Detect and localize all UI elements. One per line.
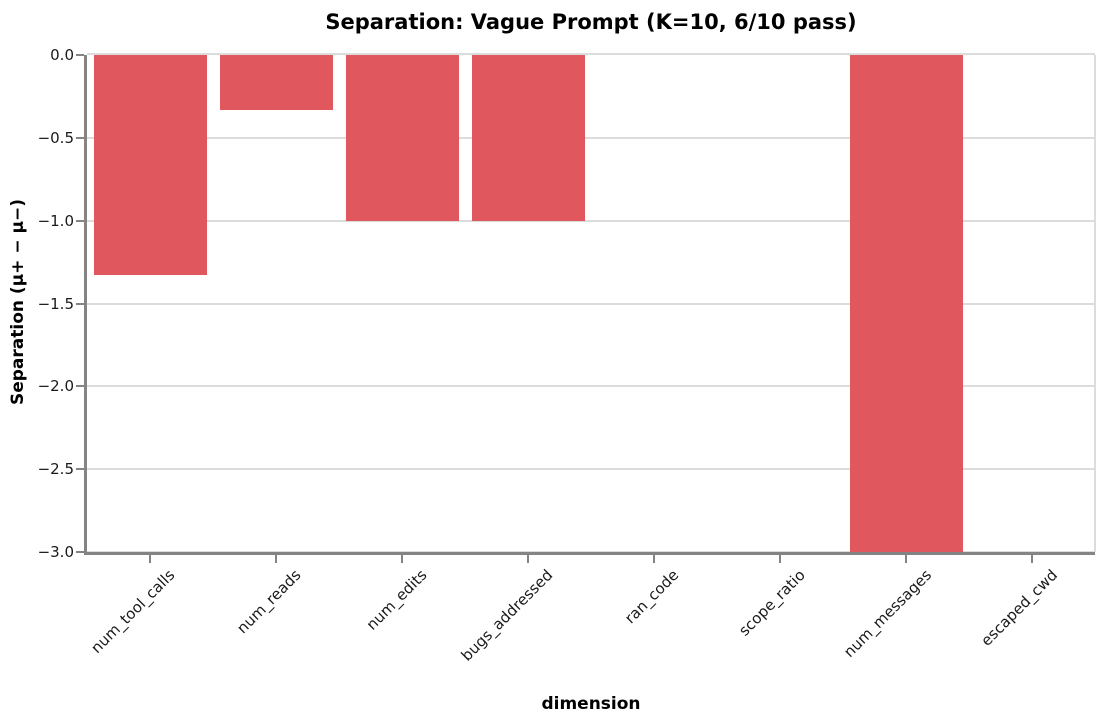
gridline	[87, 385, 1095, 388]
x-tick-label-num_reads: num_reads	[233, 566, 305, 638]
bar-num_messages	[850, 55, 963, 552]
x-tick-label-bugs_addressed: bugs_addressed	[458, 566, 557, 665]
x-tick-label-escaped_cwd: escaped_cwd	[977, 566, 1061, 650]
bar-num_edits	[346, 55, 459, 221]
y-tick-label: −1.0	[37, 211, 74, 230]
x-tick-label-scope_ratio: scope_ratio	[735, 566, 809, 640]
y-tick-mark	[76, 302, 84, 305]
bottom-spine	[84, 552, 1095, 555]
y-tick-label: −0.5	[37, 128, 74, 147]
bar-num_tool_calls	[94, 55, 207, 276]
y-tick-mark	[76, 468, 84, 471]
x-tick-mark	[401, 555, 403, 563]
y-tick-label: −3.0	[37, 543, 74, 561]
left-spine	[84, 55, 87, 552]
y-tick-label: 0.0	[50, 46, 74, 64]
x-tick-label-num_tool_calls: num_tool_calls	[87, 566, 179, 657]
y-tick-label: −1.5	[37, 294, 74, 313]
x-tick-mark	[905, 555, 907, 563]
gridline	[87, 302, 1095, 305]
gridline	[87, 219, 1095, 222]
x-tick-label-ran_code: ran_code	[621, 566, 683, 628]
x-tick-label-num_edits: num_edits	[363, 566, 431, 634]
x-tick-mark	[527, 555, 529, 563]
y-tick-mark	[76, 136, 84, 139]
gridline	[87, 468, 1095, 471]
gridline	[87, 136, 1095, 139]
bar-bugs_addressed	[472, 55, 585, 221]
x-tick-mark	[1031, 555, 1033, 563]
y-tick-mark	[76, 551, 84, 553]
x-tick-mark	[149, 555, 151, 563]
x-tick-mark	[653, 555, 655, 563]
chart-title: Separation: Vague Prompt (K=10, 6/10 pas…	[325, 10, 857, 34]
x-axis-label: dimension	[541, 694, 641, 714]
y-tick-label: −2.5	[37, 460, 74, 479]
x-tick-mark	[779, 555, 781, 563]
y-tick-mark	[76, 54, 84, 56]
top-spine	[87, 53, 1095, 55]
x-tick-label-num_messages: num_messages	[839, 566, 935, 662]
y-tick-label: −2.0	[37, 377, 74, 396]
x-tick-mark	[275, 555, 277, 563]
y-tick-mark	[76, 219, 84, 222]
y-tick-mark	[76, 385, 84, 388]
bar-num_reads	[220, 55, 333, 110]
right-spine	[1094, 55, 1096, 552]
